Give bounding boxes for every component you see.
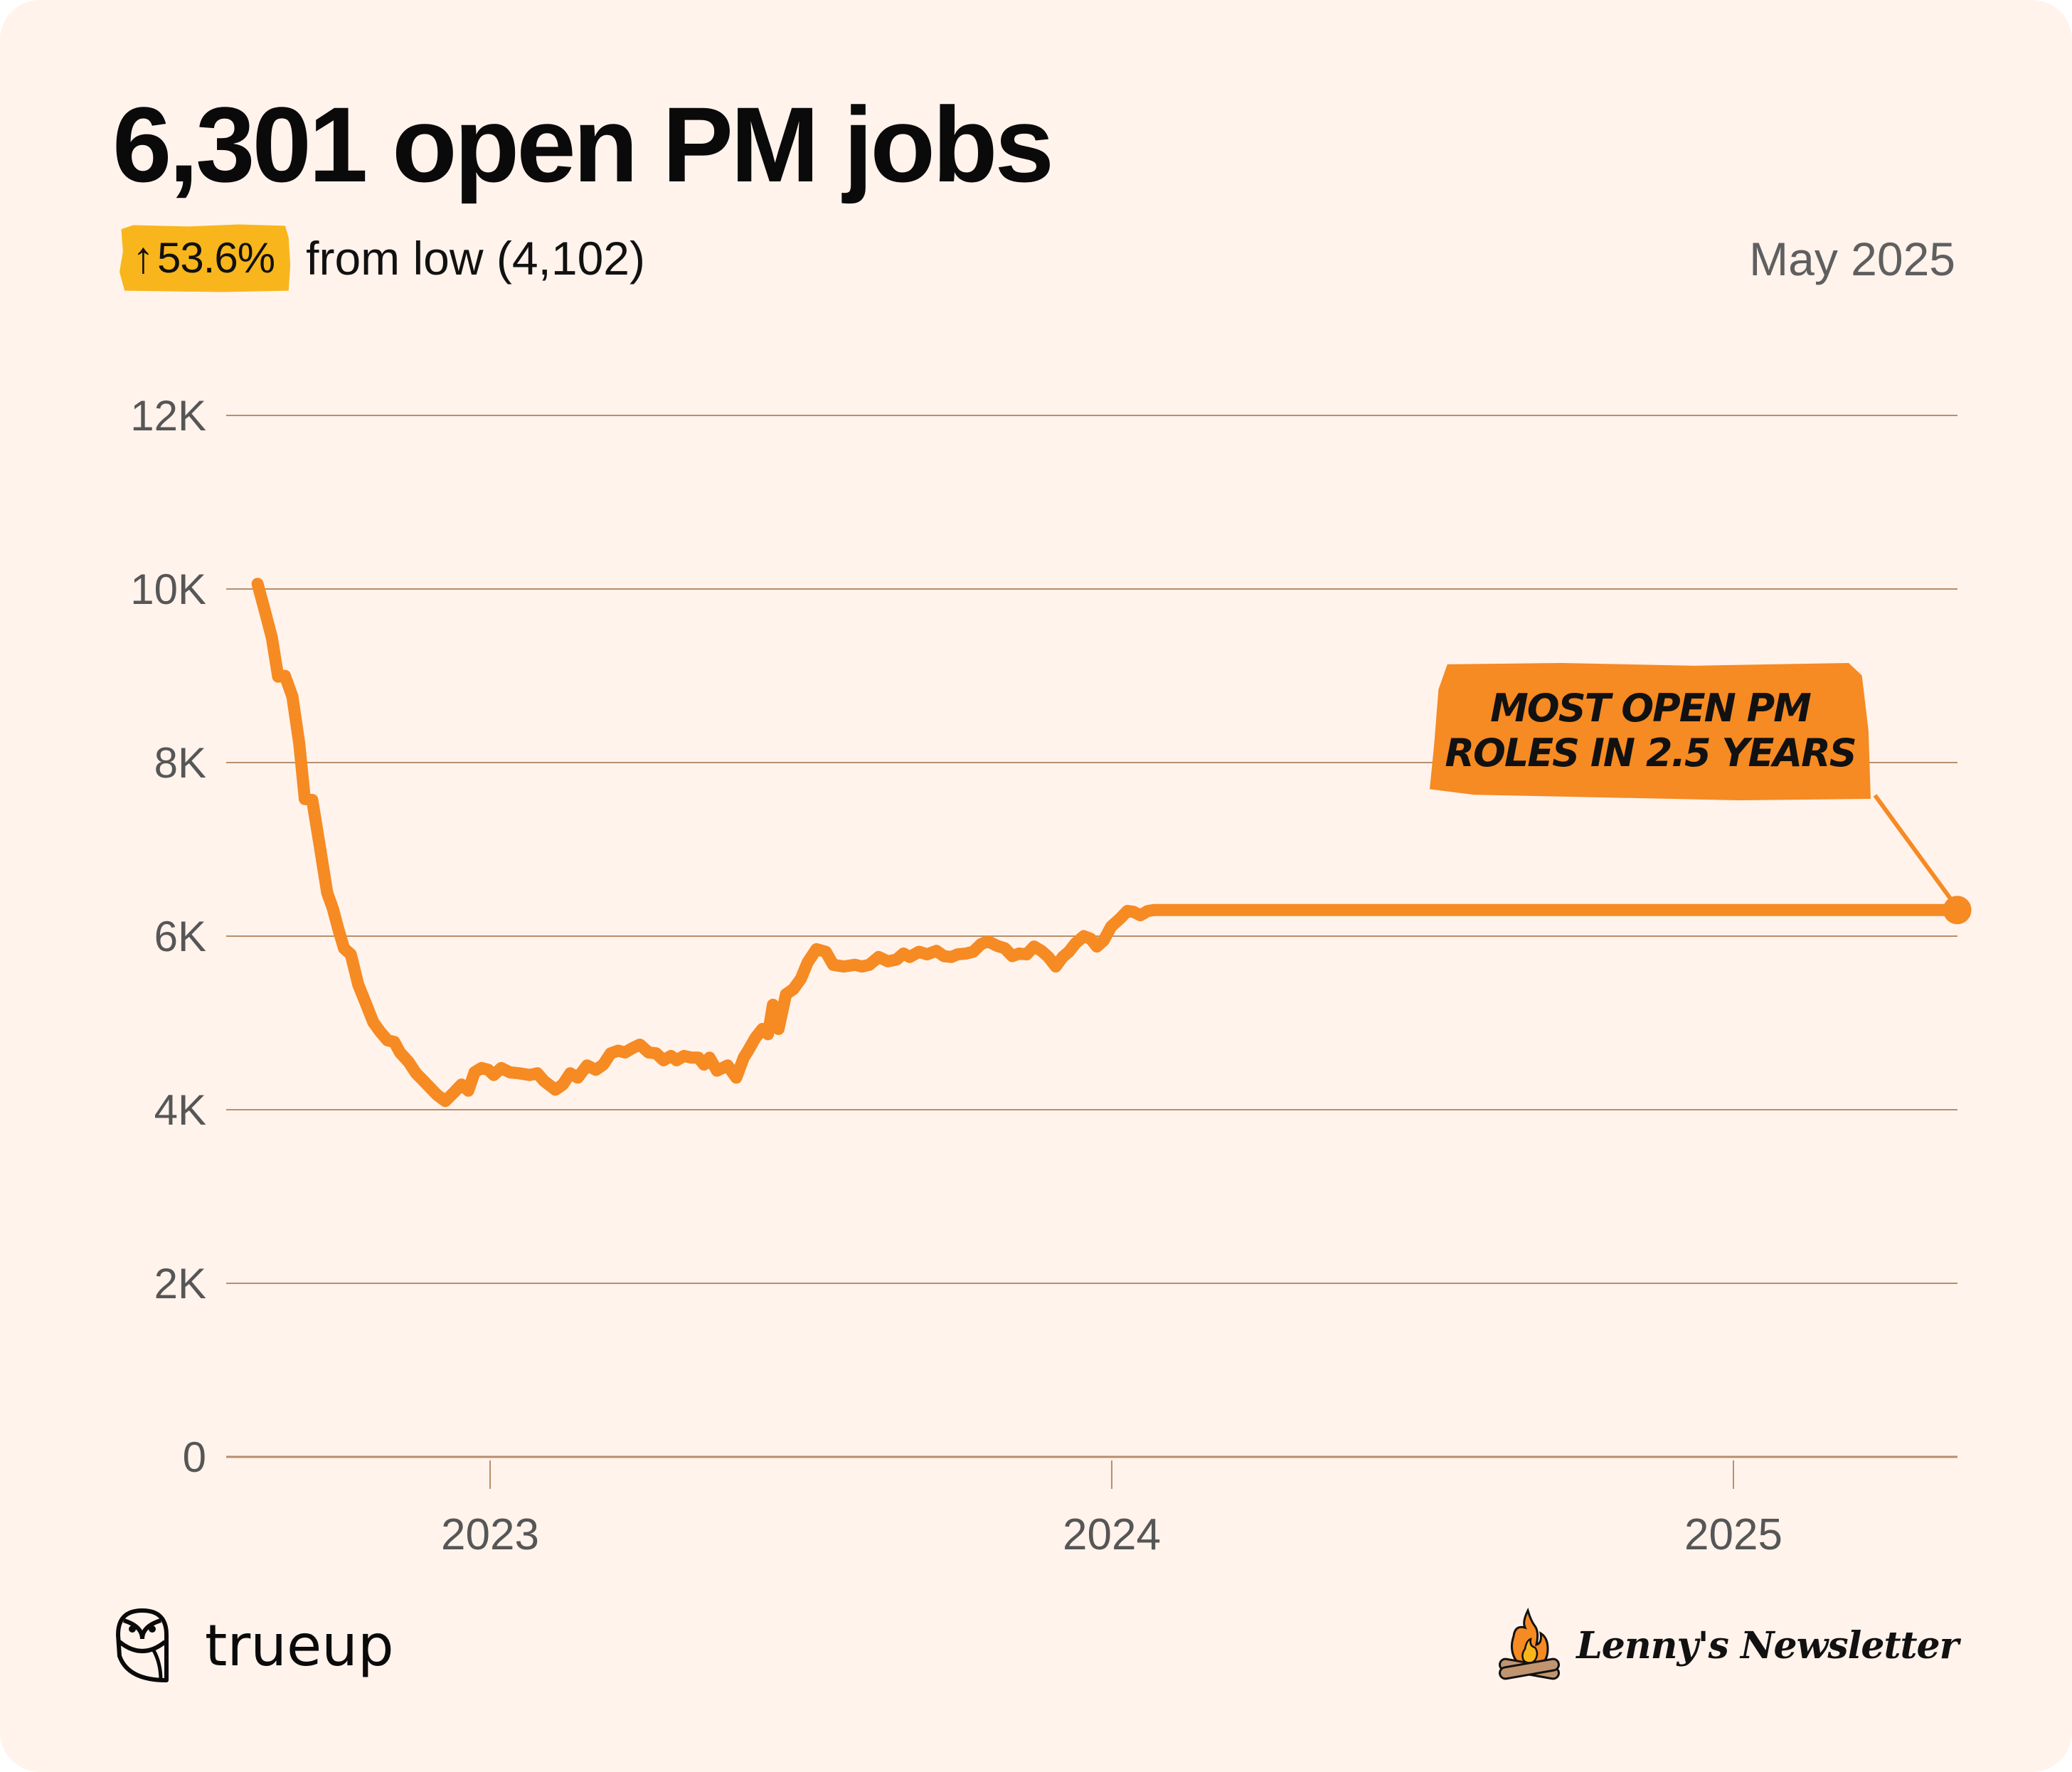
change-badge: ↑ 53.6% [119, 224, 291, 292]
y-tick-label: 12K [130, 392, 206, 440]
y-tick-label: 0 [183, 1433, 206, 1481]
annotation-callout: Most open PM roles in 2.5 years [1430, 662, 1871, 800]
campfire-icon [1499, 1607, 1561, 1680]
x-tick-label: 2023 [441, 1510, 539, 1559]
x-tick-label: 2024 [1063, 1510, 1161, 1559]
owl-icon [116, 1608, 169, 1682]
date-label: May 2025 [1749, 233, 1955, 285]
y-axis-ticks: 0 2K 4K 6K 8K 10K 12K [130, 392, 206, 1481]
annotation-line-2: roles in 2.5 years [1445, 730, 1856, 775]
lennys-newsletter-logo: Lenny's Newsletter [1494, 1606, 1959, 1685]
lennys-newsletter-wordmark: Lenny's Newsletter [1576, 1623, 1959, 1667]
trueup-logo: trueup [114, 1606, 394, 1685]
y-tick-label: 8K [154, 739, 206, 787]
subtitle-row: ↑ 53.6% from low (4,102) [119, 219, 645, 297]
arrow-up-icon: ↑ [132, 233, 154, 282]
y-tick-label: 6K [154, 913, 206, 960]
annotation-line-1: Most open PM [1490, 686, 1812, 731]
y-tick-label: 10K [130, 566, 206, 613]
series-line-open-pm-jobs [251, 578, 1964, 1108]
page-title: 6,301 open PM jobs [112, 85, 1054, 204]
y-tick-label: 2K [154, 1260, 206, 1307]
end-point-marker [1943, 896, 1972, 925]
y-tick-label: 4K [154, 1086, 206, 1134]
x-tick-label: 2025 [1684, 1510, 1783, 1559]
subtitle-text: from low (4,102) [306, 232, 645, 285]
annotation-leader-line [1873, 794, 1954, 902]
x-axis-ticks: 2023 2024 2025 [441, 1460, 1783, 1559]
trueup-wordmark: trueup [205, 1612, 394, 1679]
change-percent: 53.6% [157, 233, 275, 282]
